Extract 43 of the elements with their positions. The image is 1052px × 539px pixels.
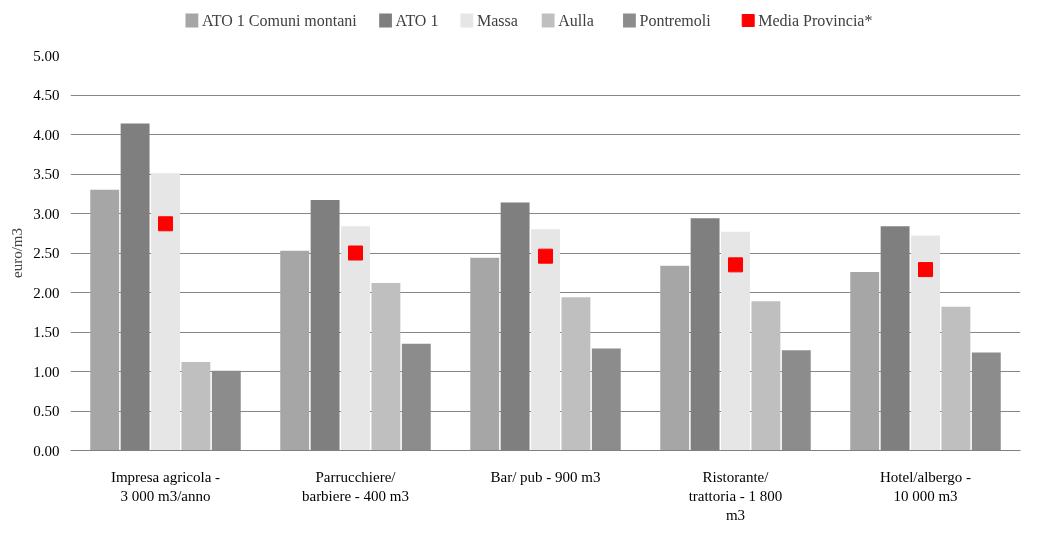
bar	[531, 229, 560, 451]
y-tick-label: 4.50	[33, 87, 60, 103]
y-tick-label: 5.00	[33, 47, 60, 64]
point	[348, 245, 363, 261]
y-tick-label: 0.50	[33, 403, 60, 419]
bar	[151, 173, 180, 451]
bar	[660, 265, 690, 451]
point	[158, 216, 173, 232]
bar	[941, 306, 971, 451]
x-tick-label: Impresa agricola - 3 000 m3/anno	[110, 468, 221, 504]
x-tick-label: Parrucchiere/ barbiere - 400 m3	[301, 468, 410, 504]
point	[918, 262, 933, 278]
y-tick-label: 2.00	[33, 284, 60, 301]
bar	[341, 226, 370, 451]
bar	[181, 362, 211, 451]
legend-label: Aulla	[558, 12, 594, 29]
y-axis-title: euro/m3	[9, 227, 26, 278]
y-tick-label: 3.50	[33, 166, 60, 182]
y-tick-label: 2.50	[33, 245, 60, 261]
bar	[280, 250, 310, 451]
bar	[850, 271, 880, 451]
bar	[721, 231, 750, 451]
x-tick-label: Bar/ pub - 900 m3	[490, 468, 601, 485]
bar	[911, 235, 940, 451]
bar	[90, 189, 120, 451]
bar	[371, 283, 401, 451]
point	[728, 257, 743, 273]
y-tick-label: 0.00	[33, 442, 60, 459]
y-tick-label: 4.00	[33, 126, 60, 143]
legend-label: ATO 1	[395, 12, 439, 29]
bar	[561, 297, 591, 451]
bar	[751, 301, 781, 451]
legend-label: Pontremoli	[639, 12, 712, 29]
y-tick-label: 1.50	[33, 324, 60, 340]
x-tick-label: Ristorante/ trattoria - 1 800 m3	[688, 468, 783, 523]
bar	[470, 257, 500, 451]
legend-label: ATO 1 Comuni montani	[201, 12, 358, 29]
y-tick-label: 3.00	[33, 205, 60, 222]
point	[538, 248, 553, 264]
x-tick-label: Hotel/albergo - 10 000 m3	[880, 468, 971, 504]
legend-label: Massa	[476, 12, 518, 29]
y-tick-label: 1.00	[33, 363, 60, 380]
legend-label: Media Provincia*	[758, 12, 873, 29]
